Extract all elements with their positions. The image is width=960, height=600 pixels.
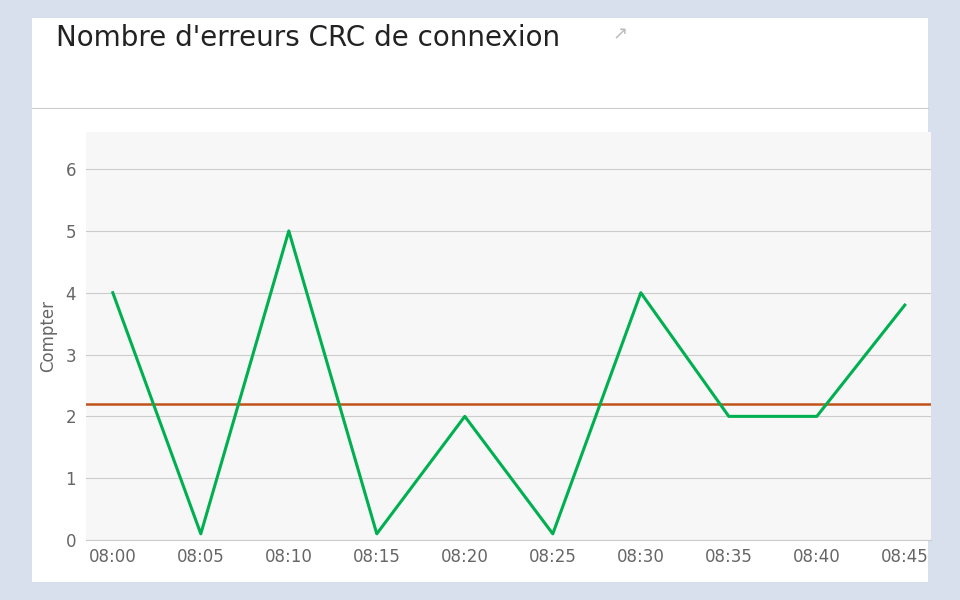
Y-axis label: Compter: Compter [39, 300, 57, 372]
Text: ↗: ↗ [612, 25, 628, 43]
Text: Nombre d'erreurs CRC de connexion: Nombre d'erreurs CRC de connexion [56, 24, 560, 52]
